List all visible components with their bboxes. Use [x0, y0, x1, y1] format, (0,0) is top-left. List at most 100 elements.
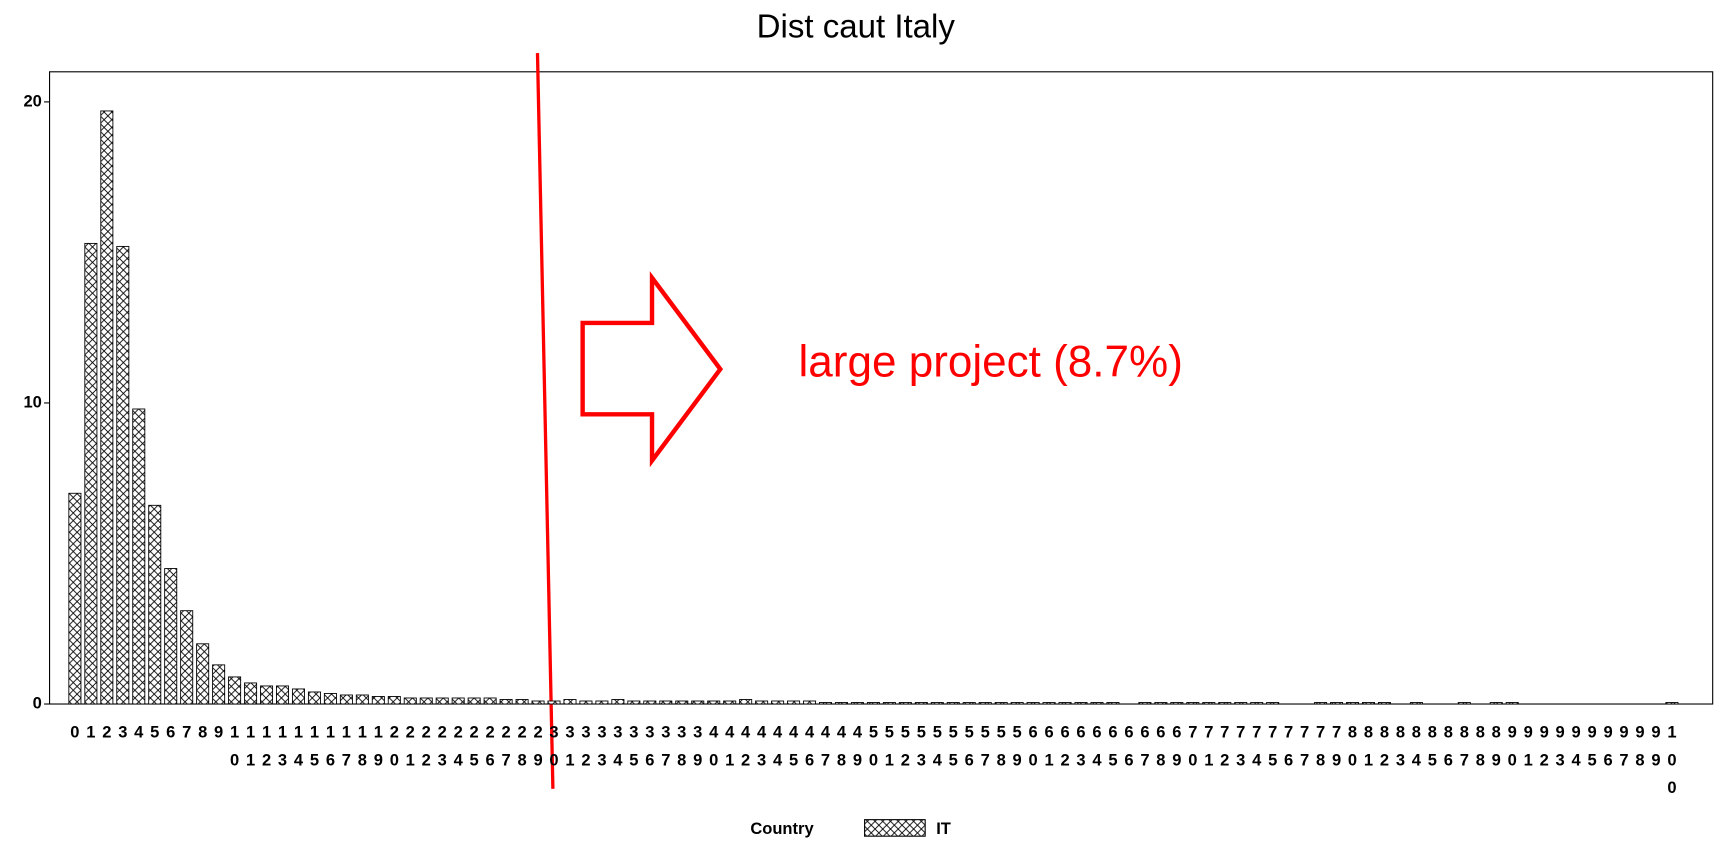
bar: [1058, 702, 1072, 705]
bar: [1090, 702, 1104, 705]
bar: [1346, 702, 1360, 705]
bar: [819, 702, 832, 705]
bar: [659, 700, 673, 705]
bar: [946, 702, 960, 705]
bar: [1409, 702, 1423, 705]
bar: [339, 694, 353, 705]
annotation: large project (8.7%): [799, 337, 1183, 386]
bar: [882, 702, 896, 705]
bar: [1361, 702, 1375, 705]
bar: [1505, 702, 1519, 705]
bar: [547, 700, 561, 705]
bar: [930, 702, 944, 705]
bar: [1218, 702, 1232, 705]
bar: [403, 697, 417, 705]
bar: [291, 688, 305, 705]
bar: [755, 700, 769, 705]
bar: [1170, 702, 1184, 705]
chart-title: Dist caut Italy: [757, 9, 956, 46]
legend-swatch: [864, 819, 926, 837]
x-tick-label: 3: [118, 723, 127, 742]
bar: [1138, 702, 1152, 705]
bar: [994, 702, 1008, 705]
x-tick-label: 9: [214, 723, 223, 742]
bar: [1234, 702, 1248, 705]
x-tick-label: 0: [70, 723, 79, 742]
x-tick-label: 6: [166, 723, 175, 742]
bar: [68, 492, 82, 705]
x-tick-label: 4: [134, 723, 144, 742]
bar: [435, 697, 449, 705]
bar: [371, 696, 385, 705]
bar: [467, 697, 481, 705]
bar: [212, 664, 226, 705]
bar: [978, 702, 992, 705]
bar: [228, 676, 242, 705]
bar: [1330, 702, 1344, 705]
bar: [1186, 702, 1200, 705]
bar: [1250, 702, 1264, 705]
x-tick-label: 5: [150, 723, 159, 742]
bar: [276, 685, 290, 705]
bar: [419, 697, 433, 705]
x-tick-label: 1: [86, 723, 95, 742]
bar: [1489, 702, 1503, 705]
bar: [723, 700, 737, 705]
bar: [675, 700, 689, 705]
bar: [1665, 702, 1679, 705]
bar: [834, 702, 848, 705]
y-tick-label: 20: [23, 91, 41, 110]
x-tick-label: 2: [102, 723, 111, 742]
bar: [850, 702, 864, 705]
